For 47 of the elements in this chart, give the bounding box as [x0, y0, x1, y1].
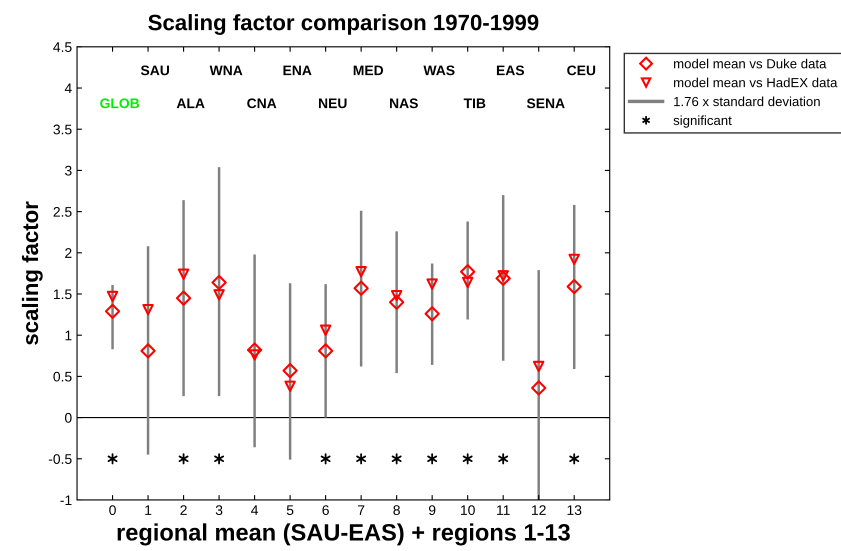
x-tick-label: 13 — [568, 505, 582, 516]
x-tick-label: 3 — [216, 505, 222, 516]
x-tick-label: 7 — [358, 505, 364, 515]
y-tick-label: 0 — [64, 412, 72, 423]
annotation: GLOB — [100, 98, 140, 108]
annotation: NEU — [318, 98, 347, 108]
y-tick-label: 1 — [66, 330, 72, 340]
annotation: WNA — [210, 66, 242, 76]
x-tick-label: 11 — [497, 505, 510, 515]
annotation: CEU — [567, 65, 596, 76]
legend-label: significant — [674, 115, 732, 128]
x-axis-title: regional mean (SAU-EAS) + regions 1-13 — [118, 523, 570, 546]
annotation: EAS — [496, 65, 524, 76]
x-tick-label: 6 — [322, 505, 329, 516]
x-tick-label: 0 — [109, 505, 116, 516]
x-tick-label: 10 — [461, 505, 475, 516]
annotation: SENA — [526, 98, 565, 108]
x-tick-label: 8 — [393, 505, 400, 516]
annotation: TIB — [464, 98, 486, 108]
x-tick-label: 9 — [428, 505, 436, 516]
y-tick-label: 4 — [64, 84, 72, 94]
y-tick-label: -0.5 — [48, 454, 72, 464]
annotation: SAU — [140, 65, 169, 76]
legend-label: model mean vs Duke data — [674, 58, 826, 68]
y-tick-label: 3 — [64, 166, 72, 176]
x-tick-label: 1 — [145, 505, 152, 515]
annotation: ALA — [176, 98, 205, 108]
annotation: CNA — [247, 98, 276, 108]
y-tick-label: 2 — [65, 248, 72, 258]
annotation: WAS — [423, 65, 455, 76]
annotation: NAS — [390, 98, 418, 108]
x-tick-label: 4 — [251, 505, 258, 515]
x-tick-label: 2 — [180, 505, 187, 515]
annotation: ENA — [283, 66, 312, 76]
y-tick-label: 3.5 — [53, 124, 72, 134]
x-tick-label: 5 — [286, 505, 294, 516]
y-tick-label: -1 — [60, 495, 72, 506]
legend-label: model mean vs HadEX data — [674, 78, 838, 88]
chart-title: Scaling factor comparison 1970-1999 — [148, 14, 538, 35]
y-axis-title: scaling factor — [22, 201, 43, 345]
y-tick-label: 4.5 — [53, 42, 72, 52]
y-tick-label: 0.5 — [53, 372, 72, 382]
annotation: MED — [354, 66, 384, 76]
legend-label: 1.76 x standard deviation — [674, 96, 820, 106]
x-tick-label: 12 — [532, 505, 546, 515]
y-tick-label: 2.5 — [54, 206, 72, 217]
y-tick-label: 1.5 — [54, 289, 72, 300]
